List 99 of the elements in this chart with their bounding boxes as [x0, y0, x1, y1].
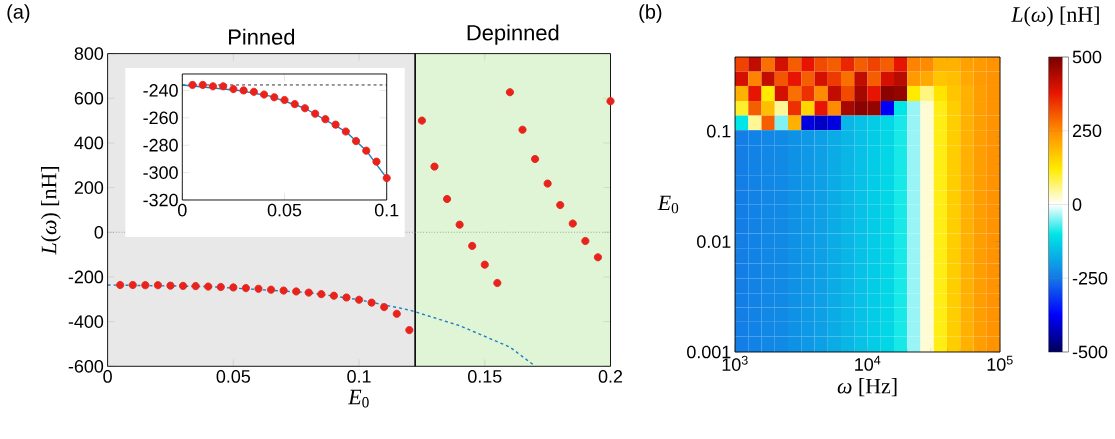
point — [518, 125, 527, 134]
point — [153, 281, 162, 290]
point — [417, 116, 426, 125]
color-bar-label: -500 — [1072, 345, 1108, 359]
y-tick-label: 600 — [74, 91, 104, 105]
y-tick-label: -300 — [143, 166, 178, 179]
point — [443, 194, 452, 204]
point — [260, 90, 269, 99]
point — [292, 287, 301, 296]
point — [300, 104, 309, 113]
point — [317, 290, 326, 299]
y-axis-title: L(ω) [nH] — [40, 167, 61, 255]
text: (b) — [639, 4, 662, 23]
point — [267, 285, 276, 294]
point — [279, 286, 288, 295]
point — [531, 154, 540, 164]
point — [342, 293, 351, 302]
point — [606, 97, 615, 106]
band-label: Pinned — [229, 28, 295, 45]
x-tick-label: 0.2 — [598, 370, 623, 383]
point — [219, 82, 228, 91]
y-tick-label: 800 — [74, 47, 104, 60]
y-tick-label: 400 — [74, 136, 104, 150]
point — [270, 93, 279, 102]
point — [568, 219, 577, 228]
point — [321, 115, 330, 124]
x-tick-label: 0 — [178, 203, 187, 217]
text: (a) — [7, 4, 30, 23]
point — [229, 85, 238, 94]
x-tick-label: 0.05 — [216, 370, 251, 383]
point — [249, 87, 258, 96]
point — [188, 80, 197, 89]
y-tick-label: -200 — [68, 270, 104, 284]
point — [331, 120, 340, 129]
point — [280, 95, 289, 105]
y-tick-label: -240 — [143, 84, 178, 97]
point — [128, 280, 137, 290]
y-axis-title: E$_{0}$ — [657, 195, 679, 214]
color-bar-label: 250 — [1072, 124, 1102, 138]
y-tick-label: 0.01 — [697, 235, 731, 248]
y-tick-label: -600 — [68, 359, 104, 373]
x-tick-label: 0.05 — [267, 203, 302, 217]
y-tick-label: -280 — [143, 138, 178, 152]
point — [208, 82, 218, 91]
point — [191, 282, 200, 291]
point — [355, 295, 364, 304]
x-tick-label: 10$^{5}$ — [987, 355, 1013, 371]
y-tick-label: 200 — [74, 181, 104, 194]
point — [116, 280, 125, 290]
point — [505, 88, 514, 97]
point — [141, 281, 150, 290]
point — [380, 303, 389, 312]
point — [290, 100, 299, 109]
point — [455, 220, 464, 229]
x-tick-label: 0.1 — [374, 203, 399, 217]
x-tick-label: 0.1 — [347, 370, 371, 383]
point — [341, 127, 350, 136]
color-bar-title: L(ω) [nH] — [1011, 6, 1099, 27]
y-tick-label: 0.1 — [707, 124, 731, 138]
point — [204, 282, 213, 291]
point — [229, 283, 238, 292]
point — [405, 326, 414, 335]
point — [392, 309, 401, 318]
x-tick-label: 10$^{4}$ — [855, 355, 881, 371]
color-bar-label: 500 — [1072, 50, 1102, 64]
point — [593, 253, 602, 262]
x-tick-label: 0 — [103, 370, 112, 383]
point — [329, 291, 338, 300]
point — [556, 200, 565, 210]
x-tick-label: 0.15 — [468, 370, 502, 383]
line-series — [106, 284, 536, 367]
point — [166, 281, 175, 290]
color-bar-label: -250 — [1072, 271, 1108, 285]
point — [216, 282, 225, 292]
point — [372, 157, 381, 166]
point — [480, 260, 489, 269]
point — [367, 298, 376, 307]
point — [239, 86, 248, 95]
point — [254, 284, 263, 293]
y-tick-label: -260 — [143, 111, 178, 125]
point — [198, 80, 207, 89]
point — [382, 174, 391, 183]
band-label: Depinned — [467, 24, 559, 45]
point — [468, 241, 477, 250]
point — [241, 284, 250, 293]
point — [493, 278, 502, 288]
point — [311, 109, 320, 118]
point — [178, 281, 188, 290]
y-tick-label: 0 — [94, 225, 104, 239]
point — [430, 162, 439, 171]
point — [543, 179, 552, 188]
point — [304, 288, 313, 297]
point — [362, 146, 371, 155]
x-axis-title: ω [Hz] — [837, 378, 897, 397]
x-axis-title: E$_{0}$ — [348, 389, 369, 408]
y-tick-label: -320 — [143, 193, 178, 207]
point — [351, 137, 361, 146]
y-tick-label: -400 — [68, 315, 104, 328]
point — [581, 236, 590, 246]
